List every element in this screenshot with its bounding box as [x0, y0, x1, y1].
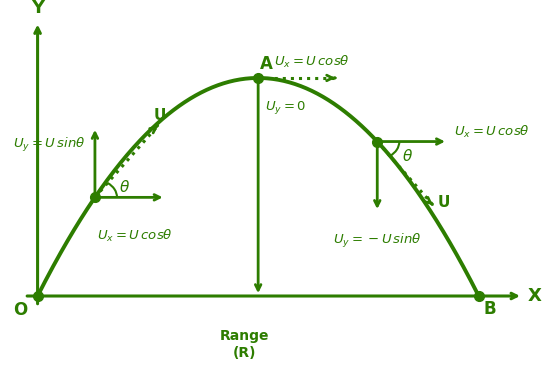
- Text: U: U: [438, 195, 450, 210]
- Text: $U_x = U\,cos\theta$: $U_x = U\,cos\theta$: [454, 124, 530, 140]
- Text: $U_x = U\,cos\theta$: $U_x = U\,cos\theta$: [274, 54, 349, 70]
- Text: Range
(R): Range (R): [220, 330, 270, 360]
- Text: $U_y = 0$: $U_y = 0$: [265, 99, 306, 116]
- Text: $\theta$: $\theta$: [401, 148, 413, 164]
- Text: $\theta$: $\theta$: [119, 179, 130, 195]
- Text: X: X: [527, 287, 541, 305]
- Text: $U_y = U\,sin\theta$: $U_y = U\,sin\theta$: [13, 136, 86, 154]
- Text: A: A: [260, 55, 273, 73]
- Text: Y: Y: [31, 0, 44, 17]
- Text: B: B: [483, 299, 496, 318]
- Text: U: U: [154, 108, 166, 123]
- Text: O: O: [13, 301, 28, 319]
- Text: $U_y = -U\,sin\theta$: $U_y = -U\,sin\theta$: [333, 232, 422, 250]
- Text: $U_x = U\,cos\theta$: $U_x = U\,cos\theta$: [97, 227, 173, 244]
